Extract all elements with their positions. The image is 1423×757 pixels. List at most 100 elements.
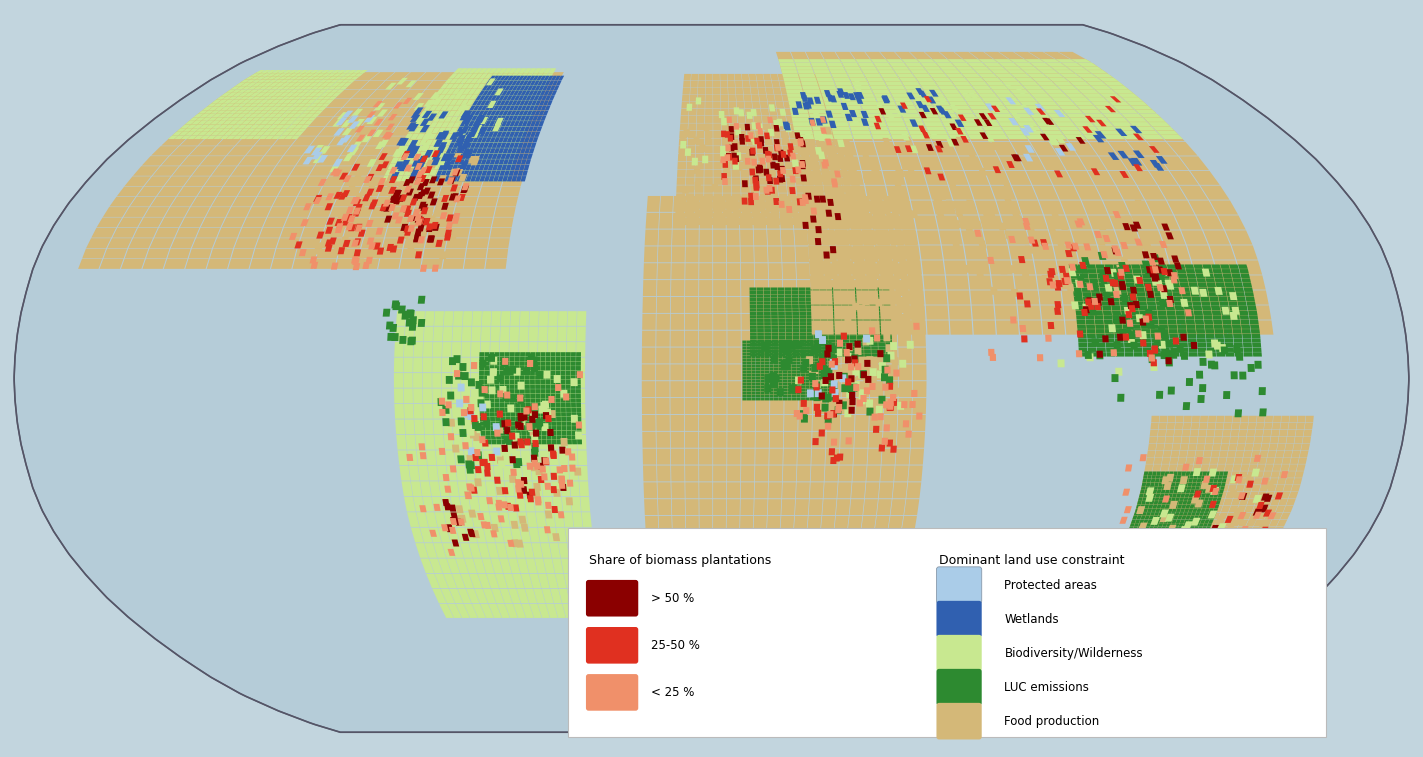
Polygon shape — [425, 160, 434, 167]
Polygon shape — [219, 136, 229, 139]
Polygon shape — [1117, 288, 1127, 292]
Polygon shape — [879, 263, 894, 279]
Polygon shape — [1056, 280, 1063, 287]
Polygon shape — [810, 116, 820, 123]
Polygon shape — [1187, 486, 1191, 490]
Polygon shape — [794, 126, 813, 130]
Polygon shape — [549, 86, 556, 90]
Polygon shape — [830, 387, 835, 394]
Polygon shape — [1155, 547, 1167, 554]
Polygon shape — [1180, 347, 1188, 352]
Polygon shape — [750, 185, 760, 193]
Polygon shape — [554, 375, 561, 383]
Polygon shape — [1165, 534, 1175, 541]
Polygon shape — [518, 95, 524, 100]
Polygon shape — [818, 87, 827, 94]
Polygon shape — [529, 428, 536, 436]
Polygon shape — [689, 109, 697, 116]
Polygon shape — [576, 385, 581, 389]
Polygon shape — [1154, 292, 1164, 297]
Polygon shape — [1054, 284, 1062, 291]
Polygon shape — [875, 298, 882, 307]
Polygon shape — [810, 373, 814, 376]
Polygon shape — [504, 481, 515, 496]
Polygon shape — [975, 114, 1000, 127]
Polygon shape — [1187, 501, 1191, 505]
Polygon shape — [1144, 516, 1150, 519]
Polygon shape — [727, 229, 740, 245]
Polygon shape — [764, 125, 771, 132]
Polygon shape — [531, 121, 536, 126]
Polygon shape — [480, 95, 487, 100]
Polygon shape — [268, 79, 277, 83]
Polygon shape — [313, 197, 322, 204]
Polygon shape — [461, 142, 468, 148]
Polygon shape — [1016, 89, 1027, 95]
Polygon shape — [756, 74, 764, 80]
Polygon shape — [1220, 540, 1231, 547]
Polygon shape — [541, 380, 545, 385]
Polygon shape — [421, 107, 444, 117]
Polygon shape — [1235, 517, 1245, 525]
Polygon shape — [891, 135, 911, 139]
Polygon shape — [834, 320, 857, 335]
Polygon shape — [857, 332, 864, 336]
Polygon shape — [807, 336, 814, 339]
Polygon shape — [561, 438, 568, 446]
Polygon shape — [414, 128, 423, 133]
Polygon shape — [465, 111, 472, 116]
Polygon shape — [1079, 157, 1107, 170]
Polygon shape — [791, 385, 795, 388]
Polygon shape — [805, 213, 820, 229]
Polygon shape — [801, 368, 805, 370]
Polygon shape — [657, 246, 672, 263]
Polygon shape — [1160, 479, 1164, 482]
Polygon shape — [1180, 512, 1190, 519]
Polygon shape — [487, 126, 492, 132]
Polygon shape — [679, 152, 684, 160]
Polygon shape — [898, 382, 912, 397]
Polygon shape — [1180, 450, 1188, 457]
Polygon shape — [783, 341, 787, 344]
Polygon shape — [785, 301, 791, 304]
Polygon shape — [699, 280, 713, 296]
Polygon shape — [485, 95, 494, 99]
Polygon shape — [1076, 88, 1106, 100]
Polygon shape — [307, 72, 333, 80]
Polygon shape — [1195, 329, 1205, 334]
Polygon shape — [1107, 101, 1138, 114]
Polygon shape — [313, 155, 324, 163]
Polygon shape — [800, 339, 807, 343]
Polygon shape — [822, 97, 841, 101]
Polygon shape — [450, 117, 458, 122]
Polygon shape — [825, 366, 832, 374]
Polygon shape — [962, 265, 970, 273]
Polygon shape — [462, 442, 470, 449]
Polygon shape — [1198, 352, 1207, 357]
Polygon shape — [733, 143, 737, 150]
Polygon shape — [319, 238, 342, 248]
Polygon shape — [279, 79, 289, 83]
Polygon shape — [803, 222, 808, 229]
Polygon shape — [750, 177, 758, 185]
Polygon shape — [713, 482, 726, 498]
Polygon shape — [531, 73, 538, 78]
Polygon shape — [770, 365, 774, 367]
Polygon shape — [1218, 457, 1227, 464]
Polygon shape — [511, 146, 532, 156]
Polygon shape — [576, 422, 582, 428]
Polygon shape — [387, 179, 397, 187]
Polygon shape — [1140, 320, 1150, 324]
Polygon shape — [1244, 291, 1269, 304]
Polygon shape — [968, 91, 978, 98]
Polygon shape — [841, 101, 864, 114]
Polygon shape — [324, 227, 333, 234]
Polygon shape — [821, 74, 830, 80]
Polygon shape — [805, 397, 810, 400]
Polygon shape — [818, 217, 828, 225]
Polygon shape — [406, 310, 414, 317]
Polygon shape — [438, 528, 451, 542]
Polygon shape — [541, 389, 545, 394]
Polygon shape — [1197, 527, 1207, 533]
Polygon shape — [1191, 497, 1197, 501]
